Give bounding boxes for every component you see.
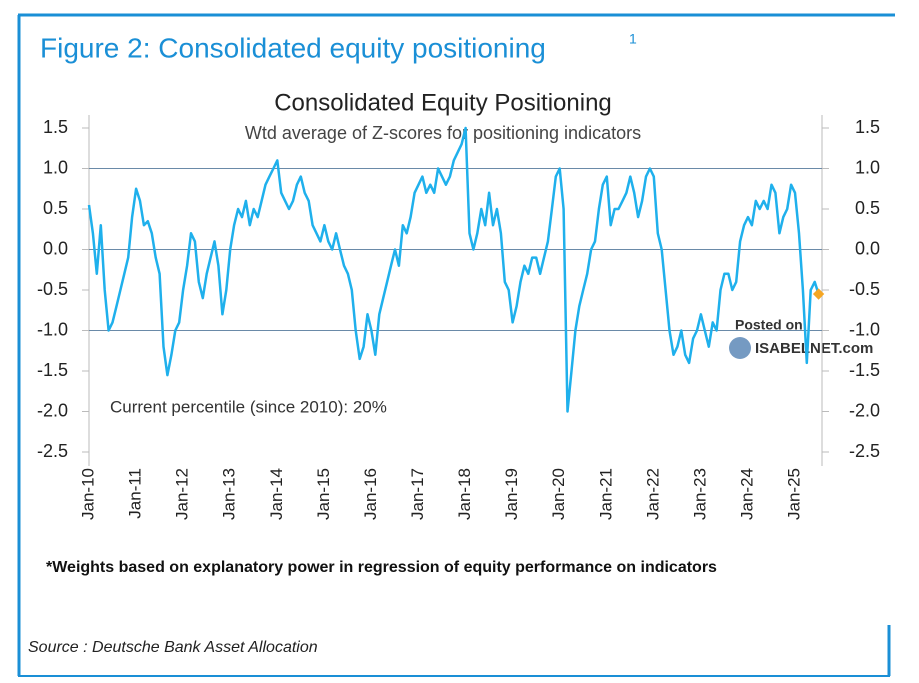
y2-tick-label: 1.5 [855,117,880,137]
x-tick-label: Jan-10 [78,468,97,520]
x-tick-label: Jan-24 [737,468,756,520]
y-tick-label: -2.0 [37,400,68,420]
x-tick-label: Jan-15 [314,468,333,520]
x-tick-label: Jan-19 [502,468,521,520]
figure-title: Figure 2: Consolidated equity positionin… [40,32,546,63]
figure-title-superscript: 1 [629,31,637,47]
y2-tick-label: 0.0 [855,238,880,258]
line [87,126,820,413]
y2-tick-label: -2.0 [849,400,880,420]
y-tick-label: -2.5 [37,441,68,461]
chart-title: Consolidated Equity Positioning [274,89,612,116]
x-tick-label: Jan-23 [690,468,709,520]
watermark: ISABELNET.com [755,340,873,357]
x-tick-label: Jan-12 [173,468,192,520]
x-tick-label: Jan-21 [596,468,615,520]
y2-tick-label: -0.5 [849,279,880,299]
x-tick-label: Jan-14 [267,468,286,520]
y-tick-label: -1.5 [37,360,68,380]
x-tick-label: Jan-16 [361,468,380,520]
source: Source : Deutsche Bank Asset Allocation [28,639,318,656]
y2-tick-label: -1.0 [849,319,880,339]
annotation: Current percentile (since 2010): 20% [110,397,387,416]
watermark: Posted on [735,317,803,333]
y-tick-label: 1.0 [43,157,68,177]
x-tick-label: Jan-20 [549,468,568,520]
x-tick-label: Jan-13 [220,468,239,520]
x-tick-label: Jan-22 [643,468,662,520]
y-tick-label: -1.0 [37,319,68,339]
footnote: *Weights based on explanatory power in r… [46,559,717,576]
chart-subtitle: Wtd average of Z-scores for positioning … [245,123,641,143]
y2-tick-label: -1.5 [849,360,880,380]
x-tick-label: Jan-17 [408,468,427,520]
y-tick-label: 0.0 [43,238,68,258]
y-tick-label: 0.5 [43,198,68,218]
x-tick-label: Jan-25 [785,468,804,520]
y2-tick-label: 0.5 [855,198,880,218]
x-tick-label: Jan-11 [126,468,145,519]
current-point [812,288,825,300]
y2-tick-label: 1.0 [855,157,880,177]
x-tick-label: Jan-18 [455,468,474,520]
y-tick-label: 1.5 [43,117,68,137]
watermark-logo [729,337,751,359]
y-tick-label: -0.5 [37,279,68,299]
y2-tick-label: -2.5 [849,441,880,461]
plot: 1.5 1.5 1.0 1.0 0.5 0.5 0.0 0.0 -0.5 -0.5 -1.0 -1.0… [37,117,880,520]
